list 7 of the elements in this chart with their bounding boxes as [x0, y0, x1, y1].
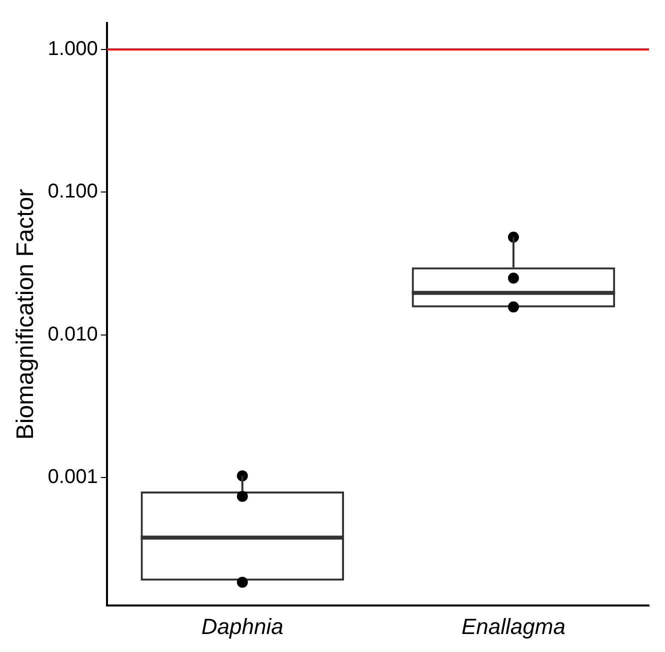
x-tick-label: Enallagma: [461, 614, 566, 639]
y-axis-title: Biomagnification Factor: [12, 188, 40, 440]
x-tick-label: Daphnia: [201, 614, 284, 639]
y-tick-label: 0.001: [48, 466, 98, 488]
y-tick-label: 0.010: [48, 323, 98, 346]
y-tick-label: 1.000: [48, 38, 98, 60]
y-tick-label: 0.100: [48, 180, 98, 203]
